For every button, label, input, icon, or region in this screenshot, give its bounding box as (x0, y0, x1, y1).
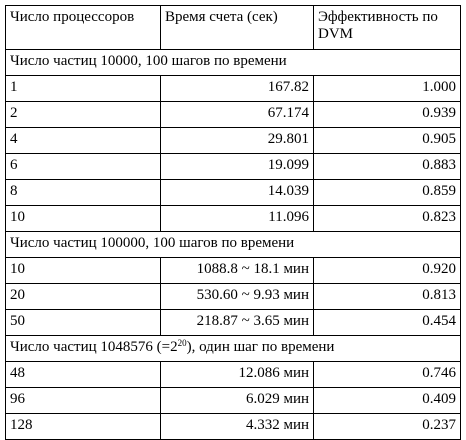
results-table: Число процессоров Время счета (сек) Эффе… (5, 5, 461, 440)
cell-processors: 10 (5, 257, 161, 284)
cell-time: 14.039 (160, 179, 314, 206)
cell-processors: 10 (5, 205, 161, 232)
table-row: 128 4.332 мин 0.237 (5, 413, 461, 440)
cell-processors: 2 (5, 101, 161, 128)
cell-time: 4.332 мин (160, 413, 314, 440)
cell-time: 167.82 (160, 75, 314, 102)
table-row: 10 11.096 0.823 (5, 205, 461, 232)
section-row: Число частиц 10000, 100 шагов по времени (5, 49, 461, 76)
cell-time: 530.60 ~ 9.93 мин (160, 283, 314, 310)
cell-efficiency: 0.237 (313, 413, 461, 440)
table-row: 1 167.82 1.000 (5, 75, 461, 102)
cell-time: 11.096 (160, 205, 314, 232)
cell-processors: 50 (5, 309, 161, 336)
section-title-start: Число частиц 1048576 (=2 (10, 339, 178, 355)
cell-time: 6.029 мин (160, 387, 314, 414)
cell-processors: 20 (5, 283, 161, 310)
cell-time: 19.099 (160, 153, 314, 180)
section-title: Число частиц 10000, 100 шагов по времени (5, 49, 461, 76)
section-title: Число частиц 1048576 (=220), один шаг по… (5, 335, 461, 362)
cell-processors: 128 (5, 413, 161, 440)
cell-efficiency: 0.920 (313, 257, 461, 284)
table-row: 10 1088.8 ~ 18.1 мин 0.920 (5, 257, 461, 284)
cell-efficiency: 0.905 (313, 127, 461, 154)
section-title-exponent: 20 (177, 338, 187, 348)
cell-processors: 1 (5, 75, 161, 102)
table-row: 8 14.039 0.859 (5, 179, 461, 206)
cell-efficiency: 0.409 (313, 387, 461, 414)
section-row: Число частиц 100000, 100 шагов по времен… (5, 231, 461, 258)
cell-time: 12.086 мин (160, 361, 314, 388)
cell-time: 218.87 ~ 3.65 мин (160, 309, 314, 336)
cell-time: 29.801 (160, 127, 314, 154)
section-title: Число частиц 100000, 100 шагов по времен… (5, 231, 461, 258)
table-row: 6 19.099 0.883 (5, 153, 461, 180)
header-processors: Число процессоров (5, 5, 161, 50)
header-efficiency: Эффективность по DVM (313, 5, 461, 50)
section-title-end: ), один шаг по времени (186, 339, 335, 355)
table-row: 4 29.801 0.905 (5, 127, 461, 154)
header-row: Число процессоров Время счета (сек) Эффе… (5, 5, 461, 50)
cell-processors: 6 (5, 153, 161, 180)
section-row: Число частиц 1048576 (=220), один шаг по… (5, 335, 461, 362)
cell-processors: 48 (5, 361, 161, 388)
cell-time: 1088.8 ~ 18.1 мин (160, 257, 314, 284)
cell-efficiency: 0.813 (313, 283, 461, 310)
table-row: 96 6.029 мин 0.409 (5, 387, 461, 414)
cell-efficiency: 1.000 (313, 75, 461, 102)
header-time: Время счета (сек) (160, 5, 314, 50)
cell-efficiency: 0.746 (313, 361, 461, 388)
table-row: 48 12.086 мин 0.746 (5, 361, 461, 388)
cell-efficiency: 0.823 (313, 205, 461, 232)
table-row: 50 218.87 ~ 3.65 мин 0.454 (5, 309, 461, 336)
cell-time: 67.174 (160, 101, 314, 128)
cell-efficiency: 0.859 (313, 179, 461, 206)
table-row: 20 530.60 ~ 9.93 мин 0.813 (5, 283, 461, 310)
cell-efficiency: 0.454 (313, 309, 461, 336)
cell-efficiency: 0.939 (313, 101, 461, 128)
cell-efficiency: 0.883 (313, 153, 461, 180)
cell-processors: 96 (5, 387, 161, 414)
table-row: 2 67.174 0.939 (5, 101, 461, 128)
cell-processors: 4 (5, 127, 161, 154)
cell-processors: 8 (5, 179, 161, 206)
